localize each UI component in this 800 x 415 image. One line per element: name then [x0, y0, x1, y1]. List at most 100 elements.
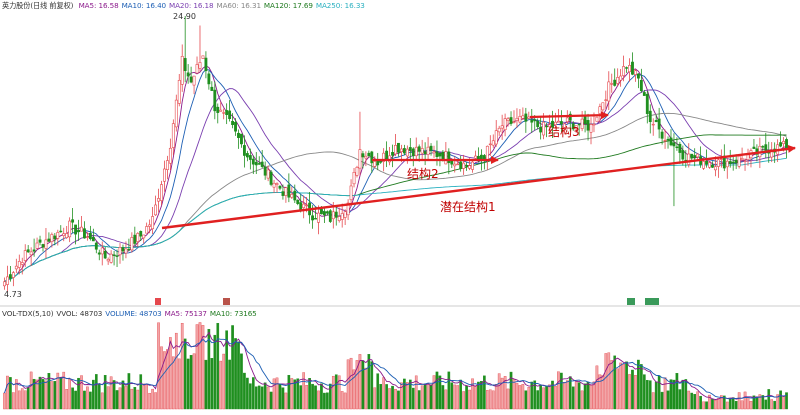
candle-body — [663, 139, 667, 142]
volume-bar — [616, 368, 619, 410]
volume-bar — [604, 353, 608, 410]
candle-body — [65, 233, 69, 238]
candle-body — [636, 73, 640, 79]
candle-body — [287, 184, 291, 198]
candle-body — [373, 161, 377, 167]
candle-body — [414, 146, 418, 157]
candle-body — [44, 239, 48, 249]
volume-bar — [714, 399, 717, 410]
volume-bar — [527, 387, 531, 410]
volume-bar — [240, 353, 243, 410]
volume-bar — [379, 384, 383, 410]
candle-body — [734, 159, 738, 164]
volume-bar — [518, 385, 522, 410]
candle-body — [358, 149, 362, 169]
candle-body — [180, 56, 184, 85]
candle-body — [604, 99, 608, 101]
candle-body — [429, 145, 433, 151]
candle-body — [494, 130, 498, 145]
volume-bar — [530, 381, 534, 410]
volume-bar — [186, 358, 190, 410]
candle-body — [322, 211, 326, 216]
volume-bar — [563, 382, 566, 410]
volume-bar — [305, 385, 308, 410]
candle-body — [536, 120, 540, 127]
candle-body — [764, 144, 768, 151]
volume-bar — [177, 358, 181, 410]
volume-bar — [56, 372, 60, 410]
candle-body — [607, 81, 611, 102]
candle-body — [524, 113, 528, 122]
candle-body — [163, 168, 166, 182]
candle-body — [251, 158, 255, 165]
candle-body — [94, 242, 98, 250]
candle-body — [17, 261, 21, 268]
candle-body — [595, 116, 599, 122]
volume-bar — [346, 359, 350, 410]
volume-bar — [243, 372, 246, 410]
volume-bar — [317, 390, 320, 410]
volume-bar — [41, 378, 45, 410]
volume-bar — [74, 390, 77, 410]
candle-body — [420, 148, 424, 154]
candle-body — [622, 66, 626, 76]
candle-body — [737, 155, 741, 167]
candle-body — [731, 161, 735, 164]
volume-bar — [290, 378, 294, 410]
volume-bar — [601, 375, 605, 410]
candle-body — [189, 76, 193, 83]
indicator-ma120: MA120: 17.69 — [263, 1, 313, 10]
volume-bar — [524, 390, 528, 410]
candle-body — [631, 61, 634, 75]
volume-bar — [299, 385, 303, 410]
candle-body — [355, 166, 359, 176]
candle-body — [666, 138, 670, 141]
candle-body — [210, 86, 214, 91]
candle-body — [459, 161, 463, 170]
volume-bar — [438, 375, 442, 410]
volume-bar — [743, 391, 747, 410]
volume-bar — [631, 369, 634, 410]
volume-bar — [183, 338, 187, 410]
volume-bar — [533, 380, 537, 410]
candle-body — [503, 118, 507, 131]
volume-bar — [429, 384, 433, 410]
volume-bar — [80, 375, 83, 410]
candle-body — [207, 73, 211, 85]
volume-bar — [509, 371, 513, 410]
candle-body — [204, 57, 208, 72]
volume-bar — [761, 395, 765, 410]
volume-bar — [145, 384, 148, 410]
volume-bar — [426, 383, 430, 410]
candle-body — [542, 121, 546, 136]
candle-body — [133, 234, 137, 244]
candle-body — [305, 204, 309, 207]
volume-bar — [459, 379, 462, 410]
volume-bar — [364, 367, 368, 410]
volume-bar — [453, 384, 457, 410]
volume-bar — [234, 338, 237, 410]
label-structure-3: 结构3 — [548, 124, 580, 139]
volume-bar — [462, 391, 465, 410]
candle-body — [417, 146, 421, 152]
candle-body — [62, 233, 66, 236]
volume-bar — [367, 354, 371, 410]
volume-bar — [118, 387, 122, 410]
volume-bar — [334, 374, 338, 410]
volume-bar — [38, 376, 42, 410]
candle-body — [174, 99, 178, 128]
candle-body — [681, 150, 685, 160]
volume-bar — [50, 381, 54, 410]
candle-body — [47, 238, 51, 242]
candle-body — [136, 233, 140, 242]
candle-body — [346, 202, 350, 216]
candle-body — [394, 145, 397, 155]
candle-body — [559, 121, 563, 125]
volume-bar — [717, 398, 720, 410]
candle-body — [228, 110, 232, 120]
volume-bar — [29, 371, 33, 410]
candle-body — [148, 224, 152, 227]
volume-bar — [103, 375, 107, 410]
candle-body — [474, 155, 477, 159]
